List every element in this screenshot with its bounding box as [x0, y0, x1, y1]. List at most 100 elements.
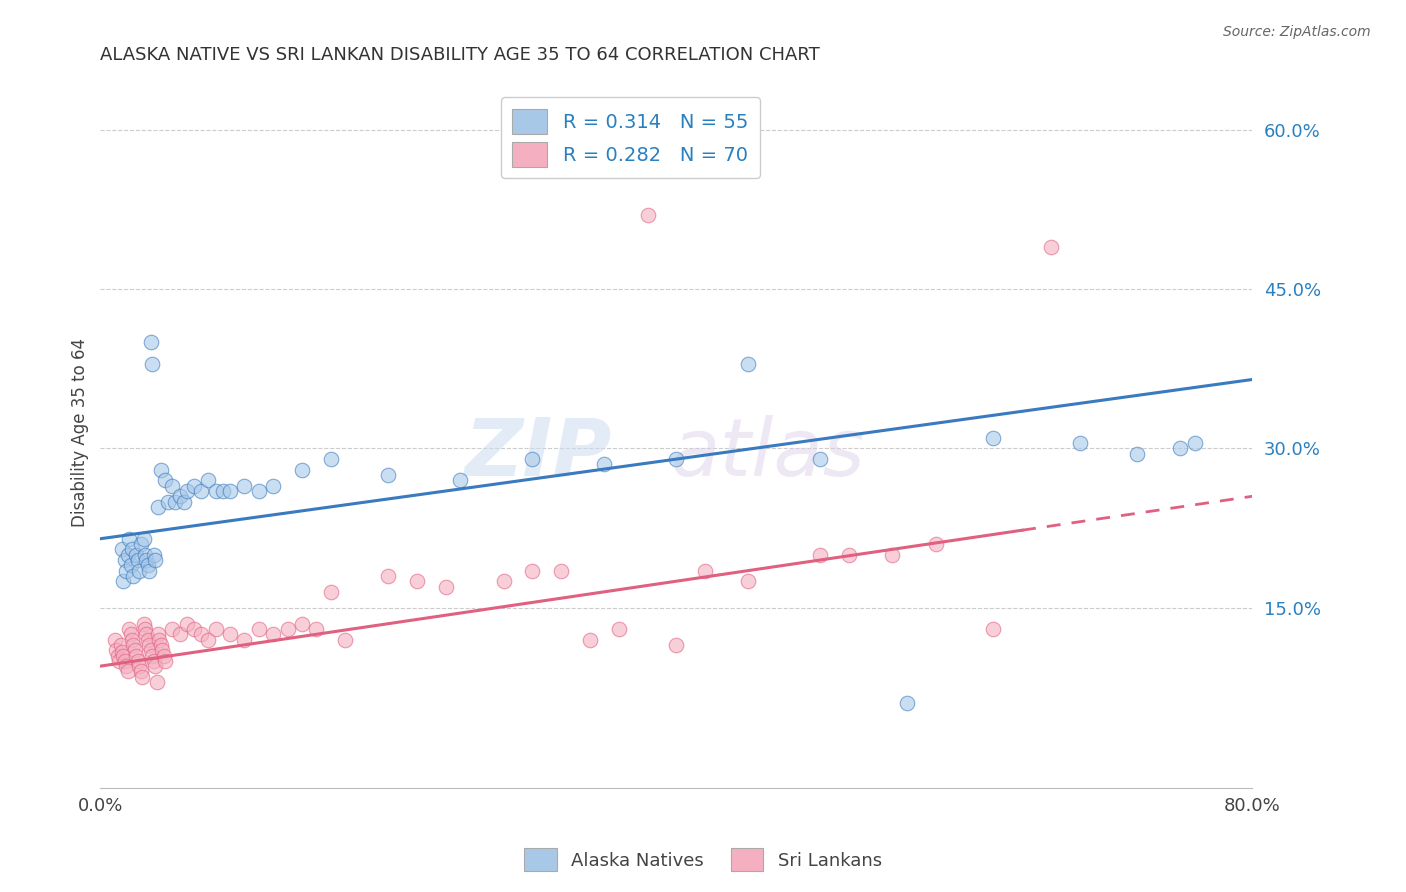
Point [522, 564, 544, 578]
Point [104, 632, 127, 647]
Point [120, 558, 142, 573]
Point [146, 627, 169, 641]
Point [150, 643, 173, 657]
Point [120, 627, 142, 641]
Point [377, 569, 399, 583]
Point [406, 574, 429, 589]
Point [1184, 436, 1206, 450]
Point [262, 478, 284, 492]
Point [291, 463, 314, 477]
Point [134, 622, 156, 636]
Point [142, 548, 165, 562]
Point [121, 542, 143, 557]
Point [190, 627, 212, 641]
Point [124, 643, 146, 657]
Point [118, 532, 141, 546]
Point [204, 483, 226, 498]
Point [695, 564, 717, 578]
Point [233, 478, 256, 492]
Point [157, 494, 180, 508]
Point [262, 627, 284, 641]
Point [665, 638, 688, 652]
Point [139, 335, 162, 350]
Point [169, 489, 191, 503]
Point [176, 616, 198, 631]
Point [153, 654, 176, 668]
Point [291, 616, 314, 631]
Point [121, 632, 143, 647]
Point [108, 654, 131, 668]
Point [810, 548, 832, 562]
Point [134, 548, 156, 562]
Point [981, 431, 1004, 445]
Point [492, 574, 515, 589]
Point [810, 452, 832, 467]
Point [139, 643, 162, 657]
Point [129, 665, 152, 679]
Point [197, 473, 219, 487]
Point [449, 473, 471, 487]
Point [882, 548, 904, 562]
Point [129, 537, 152, 551]
Point [377, 468, 399, 483]
Point [135, 627, 157, 641]
Text: ALASKA NATIVE VS SRI LANKAN DISABILITY AGE 35 TO 64 CORRELATION CHART: ALASKA NATIVE VS SRI LANKAN DISABILITY A… [100, 46, 820, 64]
Point [132, 616, 155, 631]
Point [112, 574, 135, 589]
Point [1069, 436, 1091, 450]
Point [219, 483, 242, 498]
Point [924, 537, 946, 551]
Point [838, 548, 860, 562]
Point [141, 357, 163, 371]
Point [136, 632, 159, 647]
Point [114, 654, 136, 668]
Text: Source: ZipAtlas.com: Source: ZipAtlas.com [1223, 25, 1371, 39]
Point [122, 569, 145, 583]
Point [277, 622, 299, 636]
Point [128, 564, 150, 578]
Point [152, 648, 174, 663]
Point [550, 564, 572, 578]
Point [141, 648, 163, 663]
Point [665, 452, 688, 467]
Y-axis label: Disability Age 35 to 64: Disability Age 35 to 64 [72, 338, 89, 527]
Point [593, 458, 616, 472]
Point [165, 494, 187, 508]
Point [132, 532, 155, 546]
Point [111, 645, 134, 659]
Point [737, 357, 759, 371]
Point [142, 654, 165, 668]
Point [114, 553, 136, 567]
Point [135, 553, 157, 567]
Point [145, 675, 167, 690]
Point [1039, 240, 1062, 254]
Point [183, 478, 205, 492]
Point [190, 483, 212, 498]
Point [112, 648, 135, 663]
Point [981, 622, 1004, 636]
Point [211, 483, 233, 498]
Point [125, 648, 148, 663]
Point [149, 463, 172, 477]
Point [125, 548, 148, 562]
Point [737, 574, 759, 589]
Point [1126, 447, 1149, 461]
Legend: R = 0.314   N = 55, R = 0.282   N = 70: R = 0.314 N = 55, R = 0.282 N = 70 [501, 97, 761, 178]
Point [162, 622, 184, 636]
Legend: Alaska Natives, Sri Lankans: Alaska Natives, Sri Lankans [517, 841, 889, 879]
Point [149, 638, 172, 652]
Point [128, 659, 150, 673]
Point [146, 500, 169, 514]
Point [522, 452, 544, 467]
Point [122, 638, 145, 652]
Point [115, 564, 138, 578]
Point [183, 622, 205, 636]
Point [176, 483, 198, 498]
Point [247, 622, 270, 636]
Text: ZIP: ZIP [464, 415, 612, 493]
Point [153, 473, 176, 487]
Point [111, 542, 134, 557]
Point [162, 478, 184, 492]
Point [173, 494, 195, 508]
Point [219, 627, 242, 641]
